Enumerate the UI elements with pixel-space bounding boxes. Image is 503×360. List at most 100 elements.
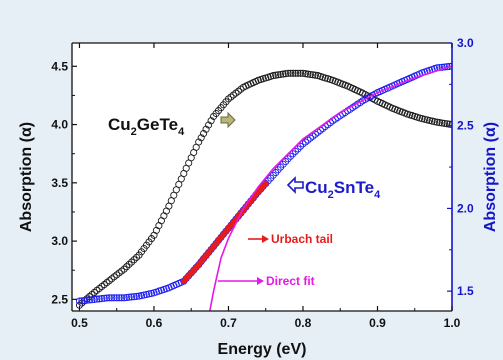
series-label-cu2snte4: Cu2SnTe4 bbox=[305, 178, 381, 201]
data-point bbox=[309, 71, 317, 79]
data-point bbox=[123, 263, 131, 271]
y-tick-label-right: 2.5 bbox=[457, 119, 474, 133]
data-point bbox=[197, 134, 205, 142]
series-urbach-tail bbox=[180, 180, 269, 285]
data-point bbox=[304, 136, 312, 144]
data-point bbox=[234, 87, 242, 95]
data-point bbox=[85, 296, 93, 304]
data-point bbox=[277, 70, 285, 79]
y-axis-title-left: Absorption (α) bbox=[18, 122, 35, 232]
data-point bbox=[108, 275, 116, 283]
data-point bbox=[133, 292, 141, 300]
data-point bbox=[100, 281, 108, 289]
data-point bbox=[140, 291, 148, 299]
data-point bbox=[294, 145, 302, 153]
data-point bbox=[120, 265, 128, 273]
data-point bbox=[306, 70, 314, 79]
data-point bbox=[287, 152, 295, 160]
x-tick-label: 0.7 bbox=[220, 316, 237, 330]
data-point bbox=[113, 271, 121, 279]
data-point bbox=[284, 155, 292, 163]
direct-fit-arrow-icon bbox=[218, 277, 264, 285]
data-point bbox=[145, 290, 153, 298]
data-point bbox=[100, 294, 108, 302]
y-tick-label-left: 4.0 bbox=[51, 118, 68, 132]
data-point bbox=[120, 294, 128, 302]
annotation-direct-fit: Direct fit bbox=[266, 274, 315, 288]
data-point bbox=[299, 69, 307, 77]
series-label-cu2gete4-mid: GeTe bbox=[137, 115, 178, 134]
x-tick-label: 0.6 bbox=[146, 316, 163, 330]
data-point bbox=[438, 119, 446, 127]
data-point bbox=[95, 295, 103, 303]
data-point bbox=[304, 70, 312, 78]
data-point bbox=[80, 296, 88, 305]
series-line-direct-fit bbox=[209, 65, 452, 311]
data-point bbox=[287, 69, 295, 77]
series-cu2gete4 bbox=[75, 69, 452, 309]
data-point bbox=[88, 296, 96, 304]
data-point bbox=[130, 293, 138, 301]
data-point bbox=[294, 69, 302, 77]
data-point bbox=[125, 293, 133, 301]
data-point bbox=[105, 294, 113, 302]
data-point bbox=[227, 93, 235, 101]
data-point bbox=[130, 256, 138, 264]
series-label-cu2snte4-main: Cu bbox=[305, 178, 328, 197]
data-point bbox=[291, 147, 300, 155]
data-point bbox=[83, 296, 91, 304]
data-point bbox=[262, 180, 269, 187]
series-label-cu2gete4-sub1: 2 bbox=[131, 126, 137, 138]
data-point bbox=[78, 297, 86, 305]
series-cu2snte4 bbox=[75, 62, 452, 305]
y-tick-label-left: 4.5 bbox=[51, 59, 68, 73]
data-point bbox=[274, 71, 282, 79]
series-label-cu2snte4-sub2: 4 bbox=[374, 189, 381, 201]
series-label-cu2snte4-sub1: 2 bbox=[328, 189, 334, 201]
data-point bbox=[301, 70, 310, 78]
axes-layer: 0.5 0.6 0.7 0.8 0.9 1.0 2.5 3.0 3.5 4.0 4.5 1.5 2.0 2… bbox=[51, 36, 474, 330]
series-label-cu2gete4: Cu2GeTe4 bbox=[108, 115, 185, 138]
data-point bbox=[269, 72, 277, 80]
data-point bbox=[115, 294, 123, 302]
y-tick-label-right: 1.5 bbox=[457, 284, 474, 298]
data-point bbox=[90, 288, 98, 296]
data-point bbox=[279, 70, 287, 78]
y-tick-label-right: 3.0 bbox=[457, 36, 474, 50]
cu2sntl4-arrow-icon bbox=[286, 176, 304, 194]
data-point bbox=[284, 69, 292, 77]
data-point bbox=[125, 260, 133, 268]
data-point bbox=[95, 284, 103, 293]
series-label-cu2gete4-sub2: 4 bbox=[178, 126, 185, 138]
data-point bbox=[195, 138, 203, 146]
annotation-urbach-tail: Urbach tail bbox=[271, 232, 333, 246]
data-point bbox=[272, 71, 280, 79]
data-point bbox=[445, 62, 452, 70]
cu2gete4-arrow-icon bbox=[220, 111, 236, 129]
data-point bbox=[282, 70, 290, 78]
series-label-cu2snte4-mid: SnTe bbox=[334, 178, 374, 197]
data-point bbox=[301, 138, 310, 146]
y-tick-label-right: 2.0 bbox=[457, 201, 474, 215]
data-point bbox=[440, 119, 449, 127]
data-layer bbox=[75, 62, 452, 311]
data-point bbox=[433, 118, 441, 126]
x-tick-label: 1.0 bbox=[444, 316, 461, 330]
x-tick-label: 0.8 bbox=[295, 316, 312, 330]
data-point bbox=[311, 71, 319, 79]
x-axis-title: Energy (eV) bbox=[218, 341, 307, 358]
y-tick-label-left: 2.5 bbox=[51, 292, 68, 306]
data-point bbox=[75, 297, 84, 305]
data-point bbox=[289, 150, 297, 158]
series-label-cu2gete4-main: Cu bbox=[108, 115, 131, 134]
data-point bbox=[93, 295, 101, 303]
plot-background bbox=[72, 43, 452, 311]
data-point bbox=[128, 293, 136, 301]
data-point bbox=[431, 118, 439, 126]
data-point bbox=[438, 63, 446, 71]
data-point bbox=[291, 69, 300, 77]
data-point bbox=[103, 294, 111, 302]
data-point bbox=[90, 295, 98, 303]
